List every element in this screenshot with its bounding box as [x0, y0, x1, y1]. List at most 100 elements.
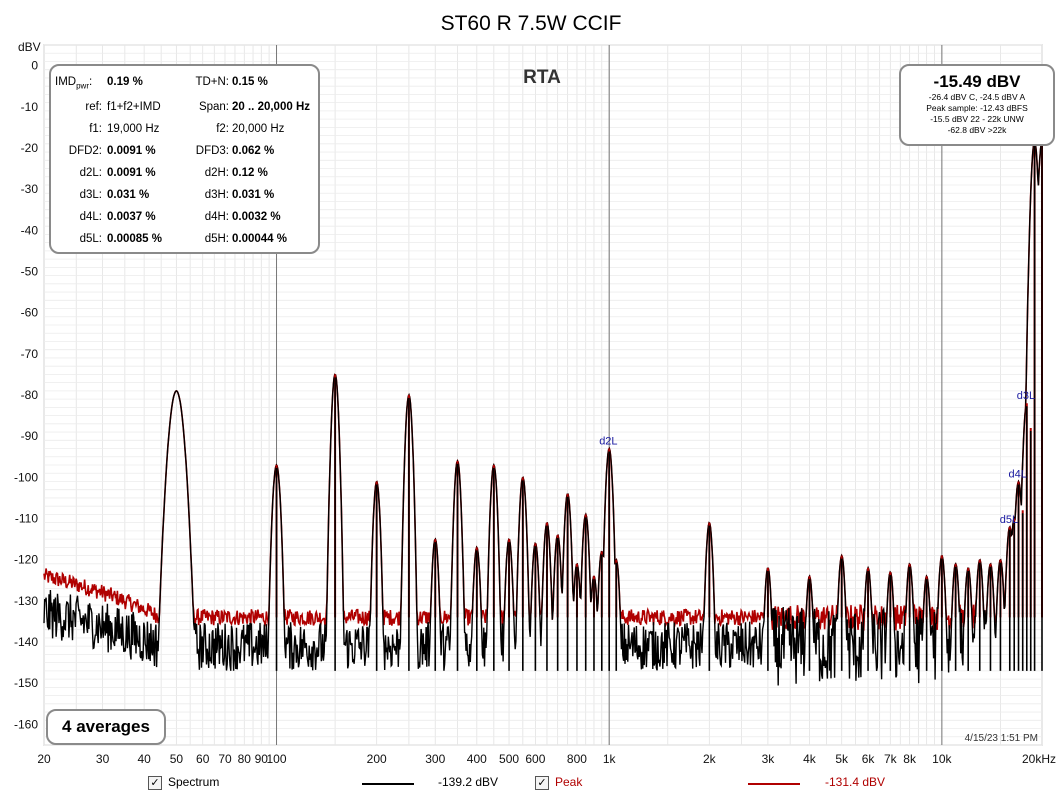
- marker-label-d2l: d2L: [599, 436, 617, 448]
- marker-label-d4l: d4L: [1009, 468, 1027, 480]
- d3h-value: 0.031 %: [232, 189, 275, 201]
- peak-legend-value: -131.4 dBV: [825, 775, 886, 789]
- x-tick-label: 50: [170, 752, 184, 766]
- y-tick-label: -140: [14, 635, 38, 649]
- y-tick-label: -100: [14, 470, 38, 484]
- d4h-value: 0.0032 %: [232, 211, 281, 223]
- tdn-label: TD+N:: [195, 76, 229, 88]
- d3l-label: d3L:: [79, 189, 102, 201]
- x-tick-label: 20kHz: [1022, 752, 1056, 766]
- x-tick-label: 4k: [803, 752, 817, 766]
- level-line-4: -62.8 dBV >22k: [947, 125, 1007, 135]
- y-tick-label: -80: [21, 388, 39, 402]
- marker-label-d5l: d5L: [1000, 514, 1018, 526]
- f2-label: f2:: [216, 123, 229, 135]
- imd-label: IMDpwr:: [55, 76, 93, 91]
- y-tick-label: -130: [14, 594, 38, 608]
- y-tick-label: -110: [15, 512, 38, 526]
- spectrum-checkbox[interactable]: ✓: [148, 776, 162, 790]
- f1-label: f1:: [89, 123, 102, 135]
- dfd2-value: 0.0091 %: [107, 145, 156, 157]
- d3l-value: 0.031 %: [107, 189, 150, 201]
- d4l-value: 0.0037 %: [107, 211, 156, 223]
- y-tick-label: 0: [31, 59, 38, 73]
- marker-label-d3l: d3L: [1017, 390, 1035, 402]
- x-tick-label: 90: [255, 752, 269, 766]
- y-axis-label: dBV: [18, 40, 41, 54]
- imd-results-panel: IMDpwr: 0.19 % TD+N: 0.15 % ref: f1+f2+I…: [49, 64, 320, 254]
- d2l-value: 0.0091 %: [107, 167, 156, 179]
- x-tick-label: 2k: [703, 752, 717, 766]
- x-tick-label: 80: [238, 752, 252, 766]
- y-tick-label: -120: [14, 553, 38, 567]
- x-tick-label: 400: [467, 752, 487, 766]
- d5h-value: 0.00044 %: [232, 233, 287, 245]
- d2l-label: d2L:: [79, 167, 102, 179]
- x-tick-label: 200: [367, 752, 387, 766]
- y-tick-label: -60: [21, 306, 39, 320]
- x-tick-label: 6k: [862, 752, 876, 766]
- d5l-label: d5L:: [79, 233, 102, 245]
- y-tick-label: -50: [21, 264, 39, 278]
- x-tick-label: 20: [37, 752, 51, 766]
- f1-value: 19,000 Hz: [107, 123, 160, 135]
- level-line-1: -26.4 dBV C, -24.5 dBV A: [928, 92, 1026, 102]
- d2h-value: 0.12 %: [232, 167, 268, 179]
- imd-value: 0.19 %: [107, 76, 143, 88]
- x-tick-label: 600: [525, 752, 545, 766]
- spectrum-legend-swatch: [362, 783, 414, 785]
- d3h-label: d3H:: [204, 189, 229, 201]
- spectrum-legend-value: -139.2 dBV: [438, 775, 499, 789]
- chart-title: ST60 R 7.5W CCIF: [441, 12, 622, 35]
- d2h-label: d2H:: [204, 167, 229, 179]
- timestamp: 4/15/23 1:51 PM: [965, 733, 1038, 744]
- d4l-label: d4L:: [79, 211, 102, 223]
- rta-watermark: RTA: [523, 67, 561, 88]
- x-tick-label: 40: [137, 752, 151, 766]
- y-tick-label: -160: [14, 717, 38, 731]
- y-tick-label: -40: [21, 223, 39, 237]
- dfd3-label: DFD3:: [195, 145, 229, 157]
- f2-value: 20,000 Hz: [232, 123, 285, 135]
- span-value: 20 .. 20,000 Hz: [232, 101, 310, 113]
- y-tick-label: -30: [21, 182, 39, 196]
- y-tick-label: -90: [21, 429, 39, 443]
- level-line-3: -15.5 dBV 22 - 22k UNW: [930, 114, 1024, 124]
- ref-label: ref:: [85, 101, 102, 113]
- x-tick-label: 10k: [932, 752, 952, 766]
- span-label: Span:: [198, 101, 229, 113]
- level-readout-panel: -15.49 dBV -26.4 dBV C, -24.5 dBV A Peak…: [899, 64, 1055, 146]
- level-main-value: -15.49 dBV: [933, 72, 1021, 91]
- x-tick-label: 60: [196, 752, 210, 766]
- d5h-label: d5H:: [204, 233, 229, 245]
- y-tick-label: -150: [14, 676, 38, 690]
- peak-legend-label[interactable]: Peak: [555, 775, 583, 789]
- d4h-label: d4H:: [204, 211, 229, 223]
- level-line-2: Peak sample: -12.43 dBFS: [926, 103, 1028, 113]
- y-tick-label: -10: [21, 100, 39, 114]
- x-tick-label: 70: [218, 752, 232, 766]
- averages-badge: 4 averages: [46, 709, 166, 745]
- legend-bar: ✓ Spectrum -139.2 dBV ✓ Peak -131.4 dBV: [0, 772, 1062, 794]
- y-tick-label: -20: [21, 141, 39, 155]
- x-tick-label: 1k: [603, 752, 617, 766]
- x-tick-label: 30: [96, 752, 110, 766]
- tdn-value: 0.15 %: [232, 76, 268, 88]
- peak-checkbox[interactable]: ✓: [535, 776, 549, 790]
- dfd3-value: 0.062 %: [232, 145, 275, 157]
- x-tick-label: 500: [499, 752, 519, 766]
- y-tick-label: -70: [21, 347, 39, 361]
- x-tick-label: 3k: [762, 752, 776, 766]
- x-tick-label: 5k: [835, 752, 849, 766]
- peak-legend-swatch: [748, 783, 800, 785]
- x-tick-label: 100: [267, 752, 287, 766]
- x-tick-label: 8k: [903, 752, 917, 766]
- ref-value: f1+f2+IMD: [107, 101, 161, 113]
- spectrum-series-line: [43, 140, 1043, 686]
- x-tick-label: 300: [425, 752, 445, 766]
- dfd2-label: DFD2:: [68, 145, 102, 157]
- x-tick-label: 800: [567, 752, 587, 766]
- spectrum-legend-label[interactable]: Spectrum: [168, 775, 220, 789]
- d5l-value: 0.00085 %: [107, 233, 162, 245]
